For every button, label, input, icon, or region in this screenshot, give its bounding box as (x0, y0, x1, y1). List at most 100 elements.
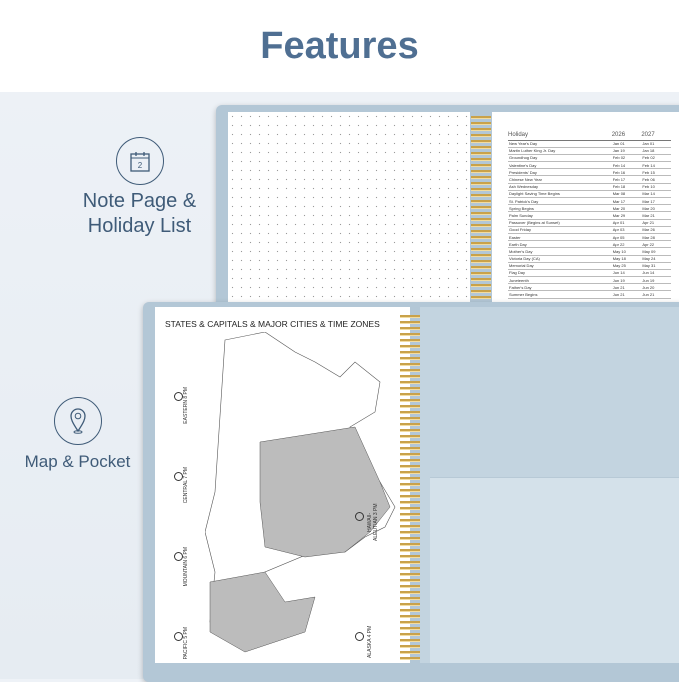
holiday-cell: Easter (508, 233, 612, 242)
holiday-cell: Apr 03 (611, 226, 642, 234)
holiday-row: Passover (Begins at Sunset) Apr 01 Apr 21 (508, 219, 671, 227)
holiday-cell: Summer Begins (508, 290, 612, 299)
holiday-row: Summer Begins Jun 21 Jun 21 (508, 290, 671, 299)
holiday-row: Palm Sunday Mar 29 Mar 21 (508, 211, 671, 220)
holiday-cell: Memorial Day (508, 262, 612, 270)
holiday-row: St. Patrick's Day Mar 17 Mar 17 (508, 197, 671, 206)
holiday-row: Ash Wednesday Feb 18 Feb 10 (508, 183, 671, 191)
holiday-cell: Palm Sunday (508, 211, 612, 220)
holiday-cell: New Year's Day (508, 140, 612, 148)
time-zone-label: MOUNTAIN 6 PM (183, 547, 189, 587)
holiday-cell: Feb 17 (611, 175, 642, 184)
time-zone-label: PACIFIC 5 PM (183, 627, 189, 660)
holiday-cell: Apr 22 (641, 240, 671, 249)
holiday-cell: May 10 (611, 247, 642, 256)
holiday-row: Mother's Day May 10 May 09 (508, 247, 671, 256)
holiday-cell: Mar 29 (611, 211, 642, 220)
feature-label: Map & Pocket (24, 452, 131, 471)
holiday-cell: Mar 26 (641, 226, 671, 234)
time-zone-label: HAWAII-ALEUTIAN 3 PM (367, 503, 379, 541)
holiday-cell: Feb 14 (611, 161, 642, 170)
holiday-cell: Ash Wednesday (508, 183, 612, 191)
holiday-cell: May 09 (641, 247, 671, 256)
holiday-cell: Feb 18 (611, 183, 642, 191)
feature-map-pocket: Map & Pocket (20, 397, 135, 474)
spiral-binding-front (400, 315, 420, 660)
holiday-cell: Feb 06 (641, 175, 671, 184)
holiday-row: Earth Day Apr 22 Apr 22 (508, 240, 671, 249)
holiday-row: Presidents' Day Feb 16 Feb 15 (508, 168, 671, 177)
calendar-icon: 2 (115, 137, 164, 185)
holiday-cell: Mother's Day (508, 247, 612, 256)
holiday-cell: Jan 18 (641, 147, 671, 155)
holiday-row: Juneteenth Jun 19 Jun 19 (508, 276, 671, 285)
holiday-row: Memorial Day May 25 May 31 (508, 262, 671, 270)
holiday-row: Groundhog Day Feb 02 Feb 02 (508, 154, 671, 163)
holiday-row: Father's Day Jun 21 Jun 20 (508, 283, 671, 292)
time-zone-label: EASTERN 8 PM (183, 387, 189, 424)
holiday-list-page: Holiday 2026 2027 New Year's Day Jan 01 Jan 0… (492, 112, 679, 304)
pocket[interactable] (430, 477, 679, 663)
holiday-cell: Jan 01 (641, 140, 671, 148)
map-title: STATES & CAPITALS & MAJOR CITIES & TIME … (165, 319, 380, 329)
clock-icon (174, 552, 183, 561)
holiday-cell: Mar 17 (611, 197, 642, 206)
holiday-cell: Jun 14 (611, 269, 642, 278)
clock-icon (174, 632, 183, 641)
banner-title: Features (260, 24, 419, 67)
holiday-cell: Jan 01 (611, 140, 642, 148)
holiday-row: Chinese New Year Feb 17 Feb 06 (508, 175, 671, 184)
holiday-cell: Jan 19 (611, 147, 642, 155)
holiday-row: Easter Apr 05 Mar 28 (508, 233, 671, 242)
holiday-cell: Mar 28 (641, 233, 671, 242)
holiday-cell: Daylight Saving Time Begins (508, 190, 612, 199)
holiday-cell: Mar 08 (611, 190, 642, 199)
holiday-table: Holiday 2026 2027 New Year's Day Jan 01 Jan 0… (508, 130, 671, 299)
holiday-row: Flag Day Jun 14 Jun 14 (508, 269, 671, 278)
holiday-cell: Father's Day (508, 283, 612, 292)
holiday-cell: May 31 (641, 262, 671, 270)
holiday-cell: Jun 21 (611, 290, 642, 299)
holiday-cell: May 24 (641, 255, 671, 263)
holiday-cell: Mar 17 (641, 197, 671, 206)
holiday-row: Victoria Day (CA) May 18 May 24 (508, 255, 671, 263)
dot-grid-note-page (228, 112, 470, 304)
holiday-cell: Presidents' Day (508, 168, 612, 177)
holiday-row: Valentine's Day Feb 14 Feb 14 (508, 161, 671, 170)
holiday-cell: Mar 21 (641, 211, 671, 220)
holiday-cell: Good Friday (508, 226, 612, 234)
holiday-cell: Apr 22 (611, 240, 642, 249)
holiday-cell: Chinese New Year (508, 175, 612, 184)
holiday-cell: Feb 02 (641, 154, 671, 163)
holiday-cell: Mar 20 (641, 204, 671, 213)
holiday-cell: May 25 (611, 262, 642, 270)
holiday-cell: Victoria Day (CA) (508, 255, 612, 263)
holiday-cell: Feb 16 (611, 168, 642, 177)
holiday-cell: Juneteenth (508, 276, 612, 285)
clock-icon (355, 512, 364, 521)
holiday-row: Spring Begins Mar 20 Mar 20 (508, 204, 671, 213)
holiday-cell: Feb 10 (641, 183, 671, 191)
spiral-binding (471, 116, 491, 301)
holiday-row: Daylight Saving Time Begins Mar 08 Mar 14 (508, 190, 671, 199)
features-banner: Features (0, 0, 679, 92)
holiday-cell: Feb 02 (611, 154, 642, 163)
us-map (205, 332, 396, 653)
clock-icon (355, 632, 364, 641)
time-zone-label: CENTRAL 7 PM (183, 467, 189, 504)
svg-text:2: 2 (137, 161, 142, 170)
holiday-cell: Earth Day (508, 240, 612, 249)
holiday-cell: Jun 21 (641, 290, 671, 299)
holiday-cell: Apr 21 (641, 219, 671, 227)
feature-label: Note Page & (82, 190, 197, 212)
holiday-cell: Jun 21 (611, 283, 642, 292)
holiday-cell: Spring Begins (508, 204, 612, 213)
clock-icon (174, 392, 183, 401)
holiday-cell: Feb 14 (641, 161, 671, 170)
holiday-cell: Flag Day (508, 269, 612, 278)
holiday-cell: Jun 19 (641, 276, 671, 285)
holiday-cell: Passover (Begins at Sunset) (508, 219, 612, 227)
holiday-cell: Feb 15 (641, 168, 671, 177)
holiday-cell: Jun 19 (611, 276, 642, 285)
holiday-cell: Jun 20 (641, 283, 671, 292)
